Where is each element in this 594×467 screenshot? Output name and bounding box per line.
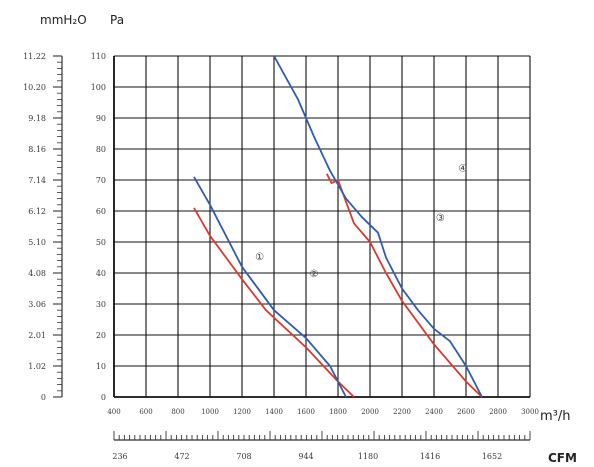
x-tick-label: 2200 (393, 408, 411, 416)
mmh2o-tick-label: 9.18 (28, 114, 46, 123)
mmh2o-tick-label: 1.02 (28, 362, 46, 371)
pa-tick-label: 90 (96, 114, 106, 123)
cfm-tick-labels: 236 472 708 944 1180 1416 1652 (112, 452, 502, 461)
mmh2o-tick-labels: 0 1.02 2.01 3.06 4.08 5.10 6.12 7.14 8.16 9.18 10.… (23, 52, 46, 402)
curve-label: ③ (436, 213, 445, 224)
x-tick-label: 2600 (457, 408, 475, 416)
curve-label: ② (310, 269, 319, 280)
curve-labels: ① ② ③ ④ (255, 164, 467, 280)
x-tick-label: 2400 (425, 408, 443, 416)
mmh2o-tick-label: 2.01 (28, 331, 46, 340)
x-tick-label: 2000 (361, 408, 379, 416)
mmh2o-tick-label: 11.22 (23, 52, 46, 61)
right-axis-unit: Pa (110, 13, 124, 27)
cfm-tick-label: 1180 (358, 452, 378, 461)
curve-label: ④ (458, 164, 467, 175)
cfm-tick-label: 472 (174, 452, 189, 461)
curves (193, 55, 483, 398)
mmh2o-tick-label: 8.16 (28, 145, 46, 154)
mmh2o-tick-label: 3.06 (28, 300, 46, 309)
cfm-scale (113, 431, 531, 441)
x-tick-label: 600 (139, 408, 152, 416)
series-line (326, 173, 483, 398)
cfm-tick-label: 1416 (420, 452, 440, 461)
bottom-axis-unit: m³/h (540, 409, 571, 424)
pa-tick-label: 110 (91, 52, 106, 61)
x-tick-label: 1800 (329, 408, 347, 416)
pa-tick-labels: 0 10 20 30 40 50 60 70 80 90 100 110 (91, 52, 106, 402)
x-tick-labels: 400 600 800 1000 1200 1400 1600 1800 2000 2200 240… (107, 408, 539, 416)
mmh2o-scale (53, 55, 63, 398)
pa-tick-label: 30 (96, 300, 106, 309)
cfm-tick-label: 944 (298, 452, 313, 461)
mmh2o-tick-label: 4.08 (28, 269, 46, 278)
x-tick-label: 400 (107, 408, 120, 416)
series-line (273, 55, 483, 398)
pa-tick-label: 80 (96, 145, 106, 154)
x-tick-label: 1000 (201, 408, 219, 416)
curve-label: ① (255, 252, 264, 263)
mmh2o-tick-label: 5.10 (28, 238, 46, 247)
series-line (193, 176, 347, 398)
mmh2o-tick-label: 0 (41, 393, 46, 402)
cfm-tick-label: 708 (236, 452, 251, 461)
cfm-tick-label: 1652 (482, 452, 502, 461)
x-tick-label: 1200 (233, 408, 251, 416)
pa-tick-label: 60 (96, 207, 106, 216)
pa-tick-label: 0 (101, 393, 106, 402)
left-axis-unit: mmH₂O (40, 13, 87, 27)
grid (113, 55, 531, 398)
x-tick-label: 1400 (265, 408, 283, 416)
cfm-tick-label: 236 (112, 452, 127, 461)
x-tick-label: 3000 (521, 408, 539, 416)
pa-tick-label: 50 (96, 238, 106, 247)
x-tick-label: 1600 (297, 408, 315, 416)
x-tick-label: 2800 (489, 408, 507, 416)
mmh2o-tick-label: 7.14 (28, 176, 46, 185)
pa-tick-label: 20 (96, 331, 106, 340)
pa-tick-label: 10 (96, 362, 106, 371)
x-tick-label: 800 (171, 408, 184, 416)
mmh2o-tick-label: 10.20 (23, 83, 46, 92)
cfm-axis-unit: CFM (548, 451, 577, 465)
mmh2o-tick-label: 6.12 (28, 207, 46, 216)
pa-tick-label: 100 (91, 83, 106, 92)
pa-tick-label: 40 (96, 269, 106, 278)
pa-tick-label: 70 (96, 176, 106, 185)
